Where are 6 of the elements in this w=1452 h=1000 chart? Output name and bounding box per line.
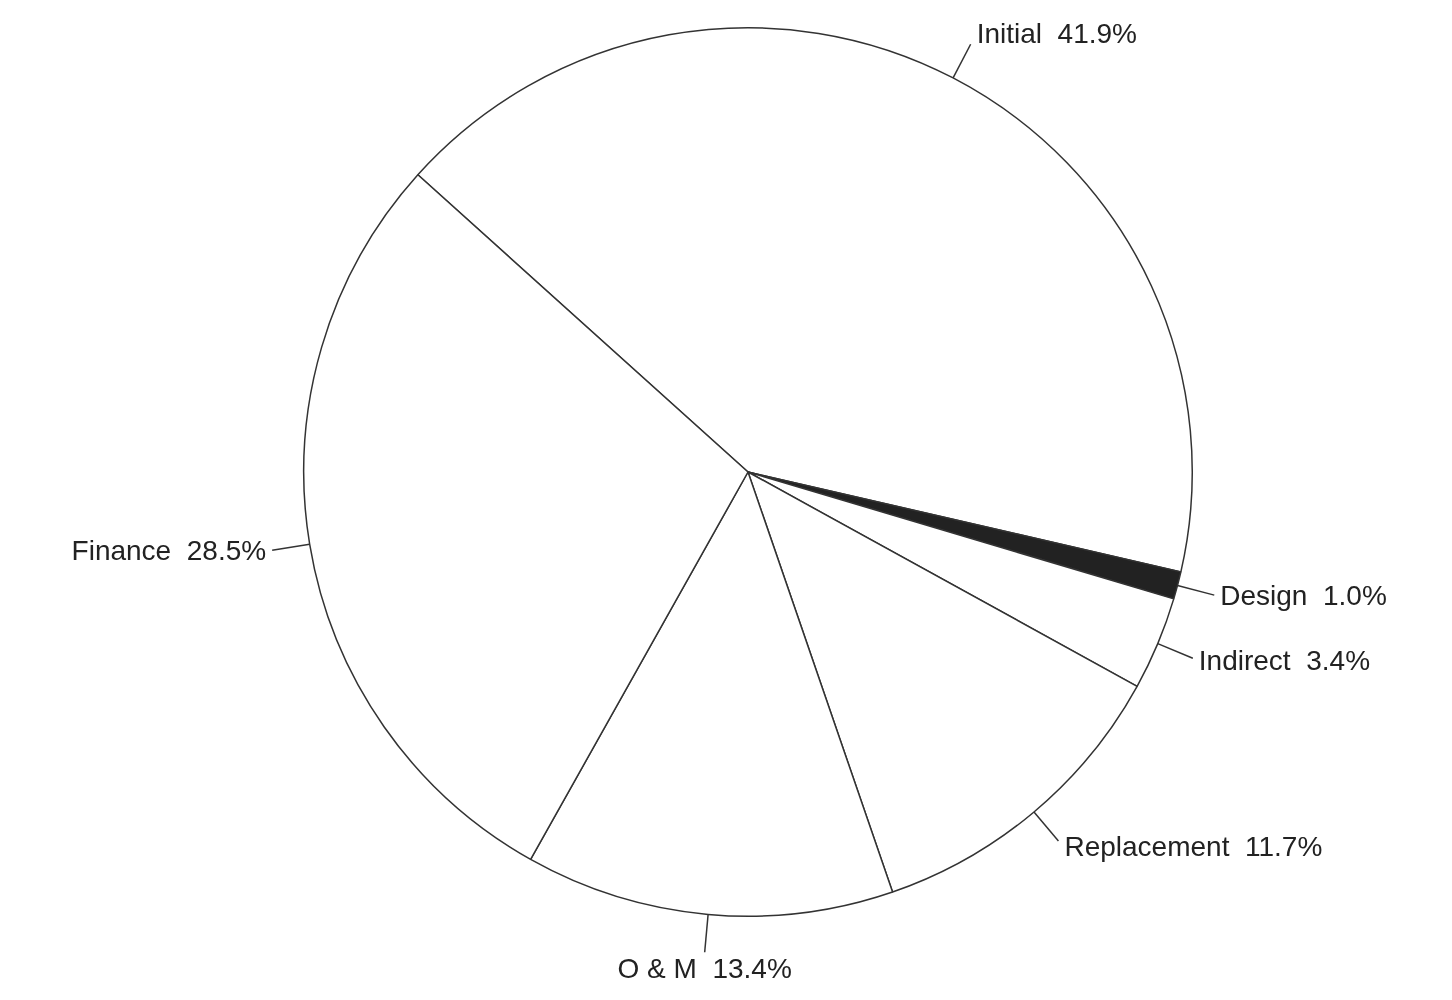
slice-label: Indirect 3.4% — [1198, 644, 1371, 676]
slice-label: Design 1.0% — [1220, 580, 1387, 612]
slice-label: O & M 13.4% — [617, 953, 792, 985]
slice-label: Finance 28.5% — [71, 534, 267, 566]
slice-label: Replacement 11.7% — [1064, 831, 1323, 863]
slice-label: Initial 41.9% — [976, 18, 1137, 50]
